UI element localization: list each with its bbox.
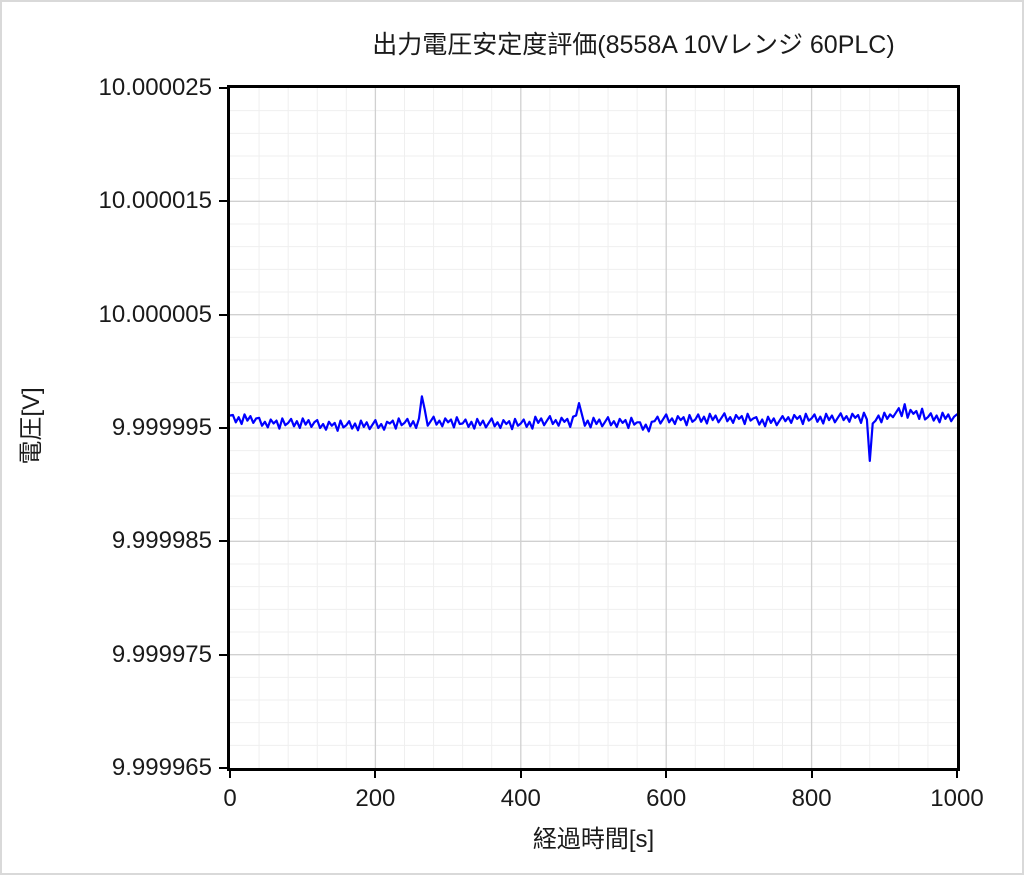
y-tick-label: 9.999965	[111, 754, 212, 781]
x-axis-title: 経過時間[s]	[532, 826, 655, 853]
x-axis-tick-mark	[810, 768, 813, 778]
y-axis-tick-mark	[219, 427, 227, 429]
y-axis-tick-mark	[219, 313, 227, 316]
y-axis-tick-mark	[219, 540, 227, 543]
y-tick-label: 9.999995	[111, 414, 212, 441]
x-axis-tick-mark	[374, 768, 377, 778]
x-tick-label: 0	[223, 785, 237, 812]
y-axis-tick-mark	[219, 653, 227, 656]
x-tick-label: 800	[791, 785, 832, 812]
x-axis-tick-mark	[519, 768, 522, 778]
y-tick-label: 9.999985	[111, 527, 212, 555]
y-tick-label: 10.000005	[98, 300, 212, 328]
y-tick-label: 10.000015	[98, 187, 212, 215]
y-axis-title: 電圧[V]	[18, 387, 45, 465]
x-axis-tick-mark	[665, 768, 668, 778]
plot-svg	[230, 88, 957, 768]
chart-title: 出力電圧安定度評価(8558A 10Vレンジ 60PLC)	[372, 31, 895, 59]
y-axis-tick-mark	[219, 87, 227, 89]
y-axis-tick-mark	[219, 200, 227, 203]
voltage-series-line	[230, 395, 957, 462]
x-tick-label: 600	[646, 785, 687, 812]
x-tick-label: 1000	[930, 785, 984, 812]
x-axis-tick-mark	[956, 768, 958, 778]
y-tick-label: 9.999975	[111, 640, 212, 668]
x-tick-label: 200	[355, 785, 396, 812]
y-tick-label: 10.000025	[98, 74, 212, 101]
plot-area	[227, 85, 960, 771]
x-tick-label: 400	[500, 785, 541, 812]
x-axis-tick-mark	[229, 768, 231, 778]
y-axis-tick-mark	[219, 767, 227, 769]
